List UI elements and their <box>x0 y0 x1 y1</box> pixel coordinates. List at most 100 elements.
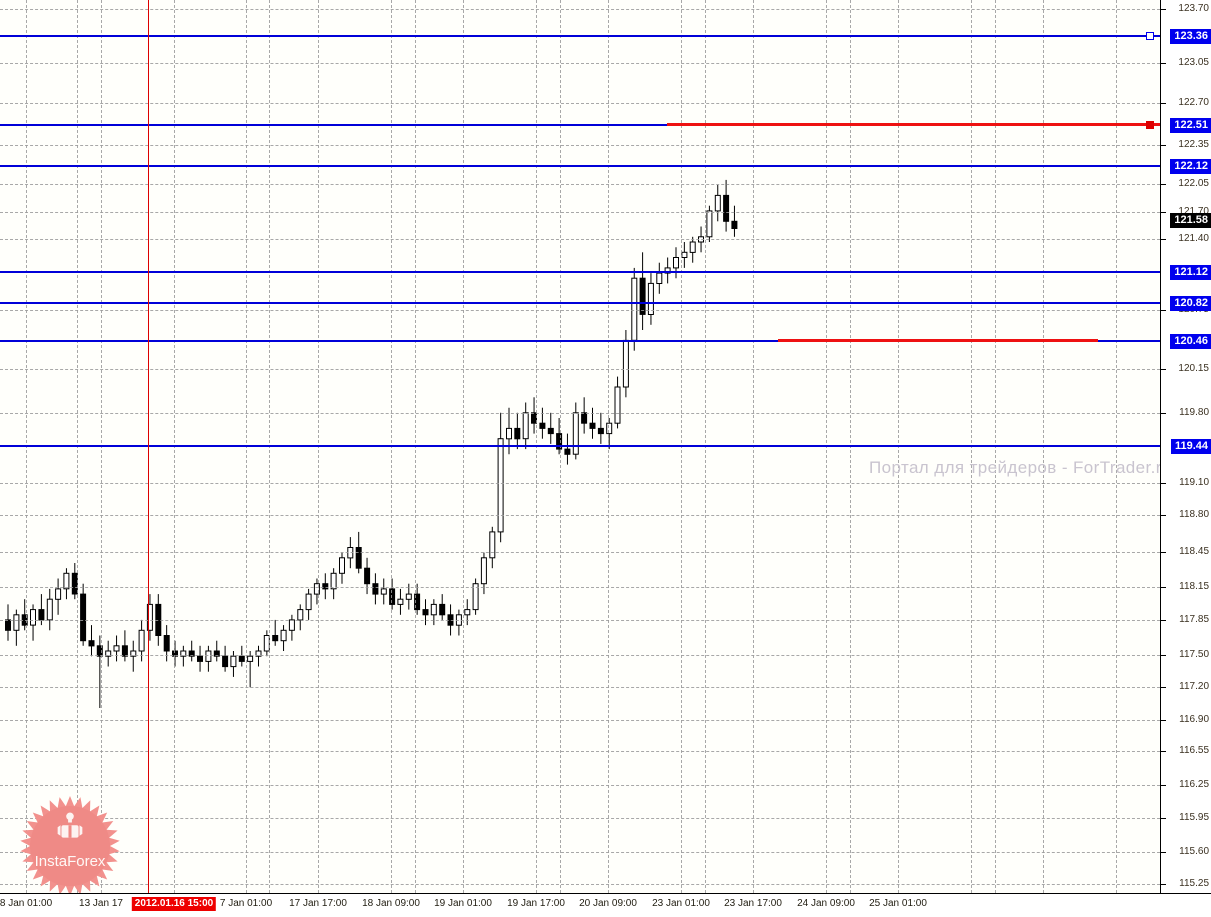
candlestick <box>464 599 471 626</box>
price-tick-label: 118.45 <box>1179 546 1209 557</box>
instaforex-logo-text: InstaForex <box>34 853 106 870</box>
price-level-line[interactable] <box>0 340 1160 342</box>
time-tick-label[interactable]: 13 Jan 17 <box>79 898 123 909</box>
candlestick <box>673 247 679 279</box>
grid-line-horizontal <box>0 515 1160 516</box>
price-tick-mark <box>1161 413 1166 414</box>
candlestick <box>589 407 596 439</box>
price-level-label[interactable]: 121.12 <box>1170 265 1211 280</box>
candlestick <box>188 640 195 662</box>
time-tick-label[interactable]: 24 Jan 09:00 <box>797 898 855 909</box>
price-level-label[interactable]: 122.51 <box>1170 118 1211 133</box>
level-drag-handle[interactable] <box>1146 121 1154 129</box>
price-level-label[interactable]: 120.46 <box>1170 334 1211 349</box>
candlestick <box>447 604 454 636</box>
price-level-label[interactable]: 122.12 <box>1170 159 1211 174</box>
candlestick <box>272 619 279 646</box>
candlestick <box>46 588 53 631</box>
grid-line-horizontal <box>0 818 1160 819</box>
price-tick-mark <box>1161 103 1166 104</box>
time-tick-label[interactable]: 20 Jan 09:00 <box>579 898 637 909</box>
price-tick-mark <box>1161 145 1166 146</box>
time-axis[interactable]: 8 Jan 01:00 13 Jan 17 2012.01.16 15:00 7 Ja… <box>0 893 1211 917</box>
price-axis[interactable]: 123.70 123.05 122.70 122.35 122.05 121.70 121.… <box>1146 0 1211 893</box>
price-level-label[interactable]: 123.36 <box>1170 29 1211 44</box>
crosshair-vertical-line[interactable] <box>148 0 149 893</box>
price-level-line[interactable] <box>0 124 1160 126</box>
price-level-line[interactable] <box>0 165 1160 167</box>
grid-line-horizontal <box>0 184 1160 185</box>
candlestick <box>614 376 621 429</box>
time-tick-label[interactable]: 18 Jan 09:00 <box>362 898 420 909</box>
grid-line-horizontal <box>0 369 1160 370</box>
candlestick <box>121 630 128 662</box>
price-level-label[interactable]: 120.82 <box>1170 296 1211 311</box>
time-tick-label[interactable]: 17 Jan 17:00 <box>289 898 347 909</box>
level-drag-handle[interactable] <box>1146 32 1154 40</box>
time-tick-label[interactable]: 19 Jan 01:00 <box>434 898 492 909</box>
candlestick <box>322 573 329 600</box>
candlestick <box>255 645 262 667</box>
price-level-line[interactable] <box>0 271 1160 273</box>
price-tick-mark <box>1161 184 1166 185</box>
price-tick-mark <box>1161 9 1166 10</box>
candlestick <box>539 407 546 439</box>
price-level-line[interactable] <box>0 445 1160 447</box>
price-level-line[interactable] <box>0 35 1160 37</box>
price-tick-mark <box>1161 687 1166 688</box>
grid-line-horizontal <box>0 413 1160 414</box>
time-tick-label[interactable]: 19 Jan 17:00 <box>507 898 565 909</box>
time-tick-label[interactable]: 8 Jan 01:00 <box>0 898 53 909</box>
price-tick-label: 119.80 <box>1179 407 1209 418</box>
candlestick <box>731 205 738 237</box>
time-tick-label[interactable]: 25 Jan 01:00 <box>869 898 927 909</box>
price-tick-label: 120.15 <box>1178 363 1209 374</box>
price-tick-mark <box>1161 552 1166 553</box>
time-tick-label[interactable]: 23 Jan 17:00 <box>724 898 782 909</box>
candlestick <box>389 578 396 610</box>
candlestick <box>506 407 512 455</box>
grid-line-horizontal <box>0 239 1160 240</box>
price-level-label[interactable]: 119.44 <box>1170 439 1211 454</box>
candlestick <box>497 412 504 543</box>
price-tick-label: 115.25 <box>1179 878 1209 889</box>
current-price-label[interactable]: 121.58 <box>1170 213 1211 228</box>
price-tick-label: 122.70 <box>1178 97 1209 108</box>
candlestick <box>472 578 479 615</box>
candlestick <box>113 635 120 662</box>
candlestick <box>313 578 320 605</box>
candlestick <box>689 236 696 263</box>
price-level-line[interactable] <box>0 302 1160 304</box>
price-tick-mark <box>1161 310 1166 311</box>
candlestick <box>172 640 178 667</box>
price-tick-label: 123.05 <box>1178 57 1209 68</box>
price-tick-mark <box>1161 239 1166 240</box>
price-tick-mark <box>1161 483 1166 484</box>
price-tick-mark <box>1161 515 1166 516</box>
price-tick-label: 119.10 <box>1179 477 1209 488</box>
price-tick-label: 115.60 <box>1179 846 1209 857</box>
resistance-122-51[interactable] <box>667 123 1160 126</box>
price-tick-label: 123.70 <box>1178 3 1209 14</box>
candlestick <box>288 614 295 641</box>
candlestick <box>664 257 671 284</box>
candlestick <box>422 599 429 626</box>
selected-time-label[interactable]: 2012.01.16 15:00 <box>131 897 217 911</box>
candlestick <box>547 412 554 444</box>
grid-line-horizontal <box>0 687 1160 688</box>
price-tick-label: 117.20 <box>1179 681 1209 692</box>
chart-plot-area[interactable]: Портал для трейдеров - ForTrader.ru Inst… <box>0 0 1160 893</box>
candlestick <box>222 645 229 672</box>
candlestick <box>647 273 654 325</box>
price-tick-mark <box>1161 212 1166 213</box>
site-watermark: Портал для трейдеров - ForTrader.ru <box>869 458 1160 477</box>
candlestick <box>706 205 713 242</box>
support-120-46[interactable] <box>778 339 1098 342</box>
time-tick-label[interactable]: 7 Jan 01:00 <box>219 898 273 909</box>
candlestick <box>522 402 529 450</box>
price-tick-label: 117.85 <box>1179 614 1209 625</box>
candlestick <box>639 252 646 330</box>
price-tick-mark <box>1161 751 1166 752</box>
time-tick-label[interactable]: 23 Jan 01:00 <box>652 898 710 909</box>
